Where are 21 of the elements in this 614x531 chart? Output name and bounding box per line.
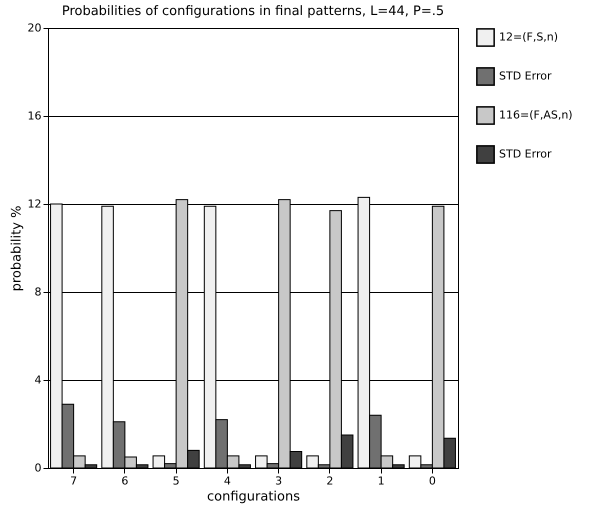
y-tick-label: 20: [28, 22, 42, 34]
x-tick-label: 7: [70, 474, 78, 488]
x-tick-label: 4: [224, 474, 231, 488]
legend-label: 12=(F,S,n): [499, 30, 558, 44]
y-tick-label: 0: [34, 462, 42, 474]
y-tick-label: 16: [28, 110, 42, 122]
y-tick-label: 12: [28, 198, 42, 210]
y-tick-label: 4: [34, 374, 42, 386]
legend-label: STD Error: [499, 70, 552, 82]
legend-label: STD Error: [499, 148, 552, 160]
x-axis-title: configurations: [206, 490, 300, 504]
x-tick-label: 2: [326, 474, 334, 488]
x-tick-label: 0: [428, 474, 436, 488]
legend-label: 116=(F,AS,n): [499, 108, 573, 122]
y-tick-label: 8: [34, 286, 42, 298]
x-tick-label: 6: [121, 474, 128, 488]
x-tick-label: 1: [378, 474, 385, 488]
x-tick-label: 3: [275, 474, 282, 488]
y-axis-title: probability %: [10, 206, 25, 292]
chart-title: Probabilities of configurations in final patterns, L=44, P=.5: [62, 4, 444, 19]
x-tick-label: 5: [172, 474, 180, 488]
